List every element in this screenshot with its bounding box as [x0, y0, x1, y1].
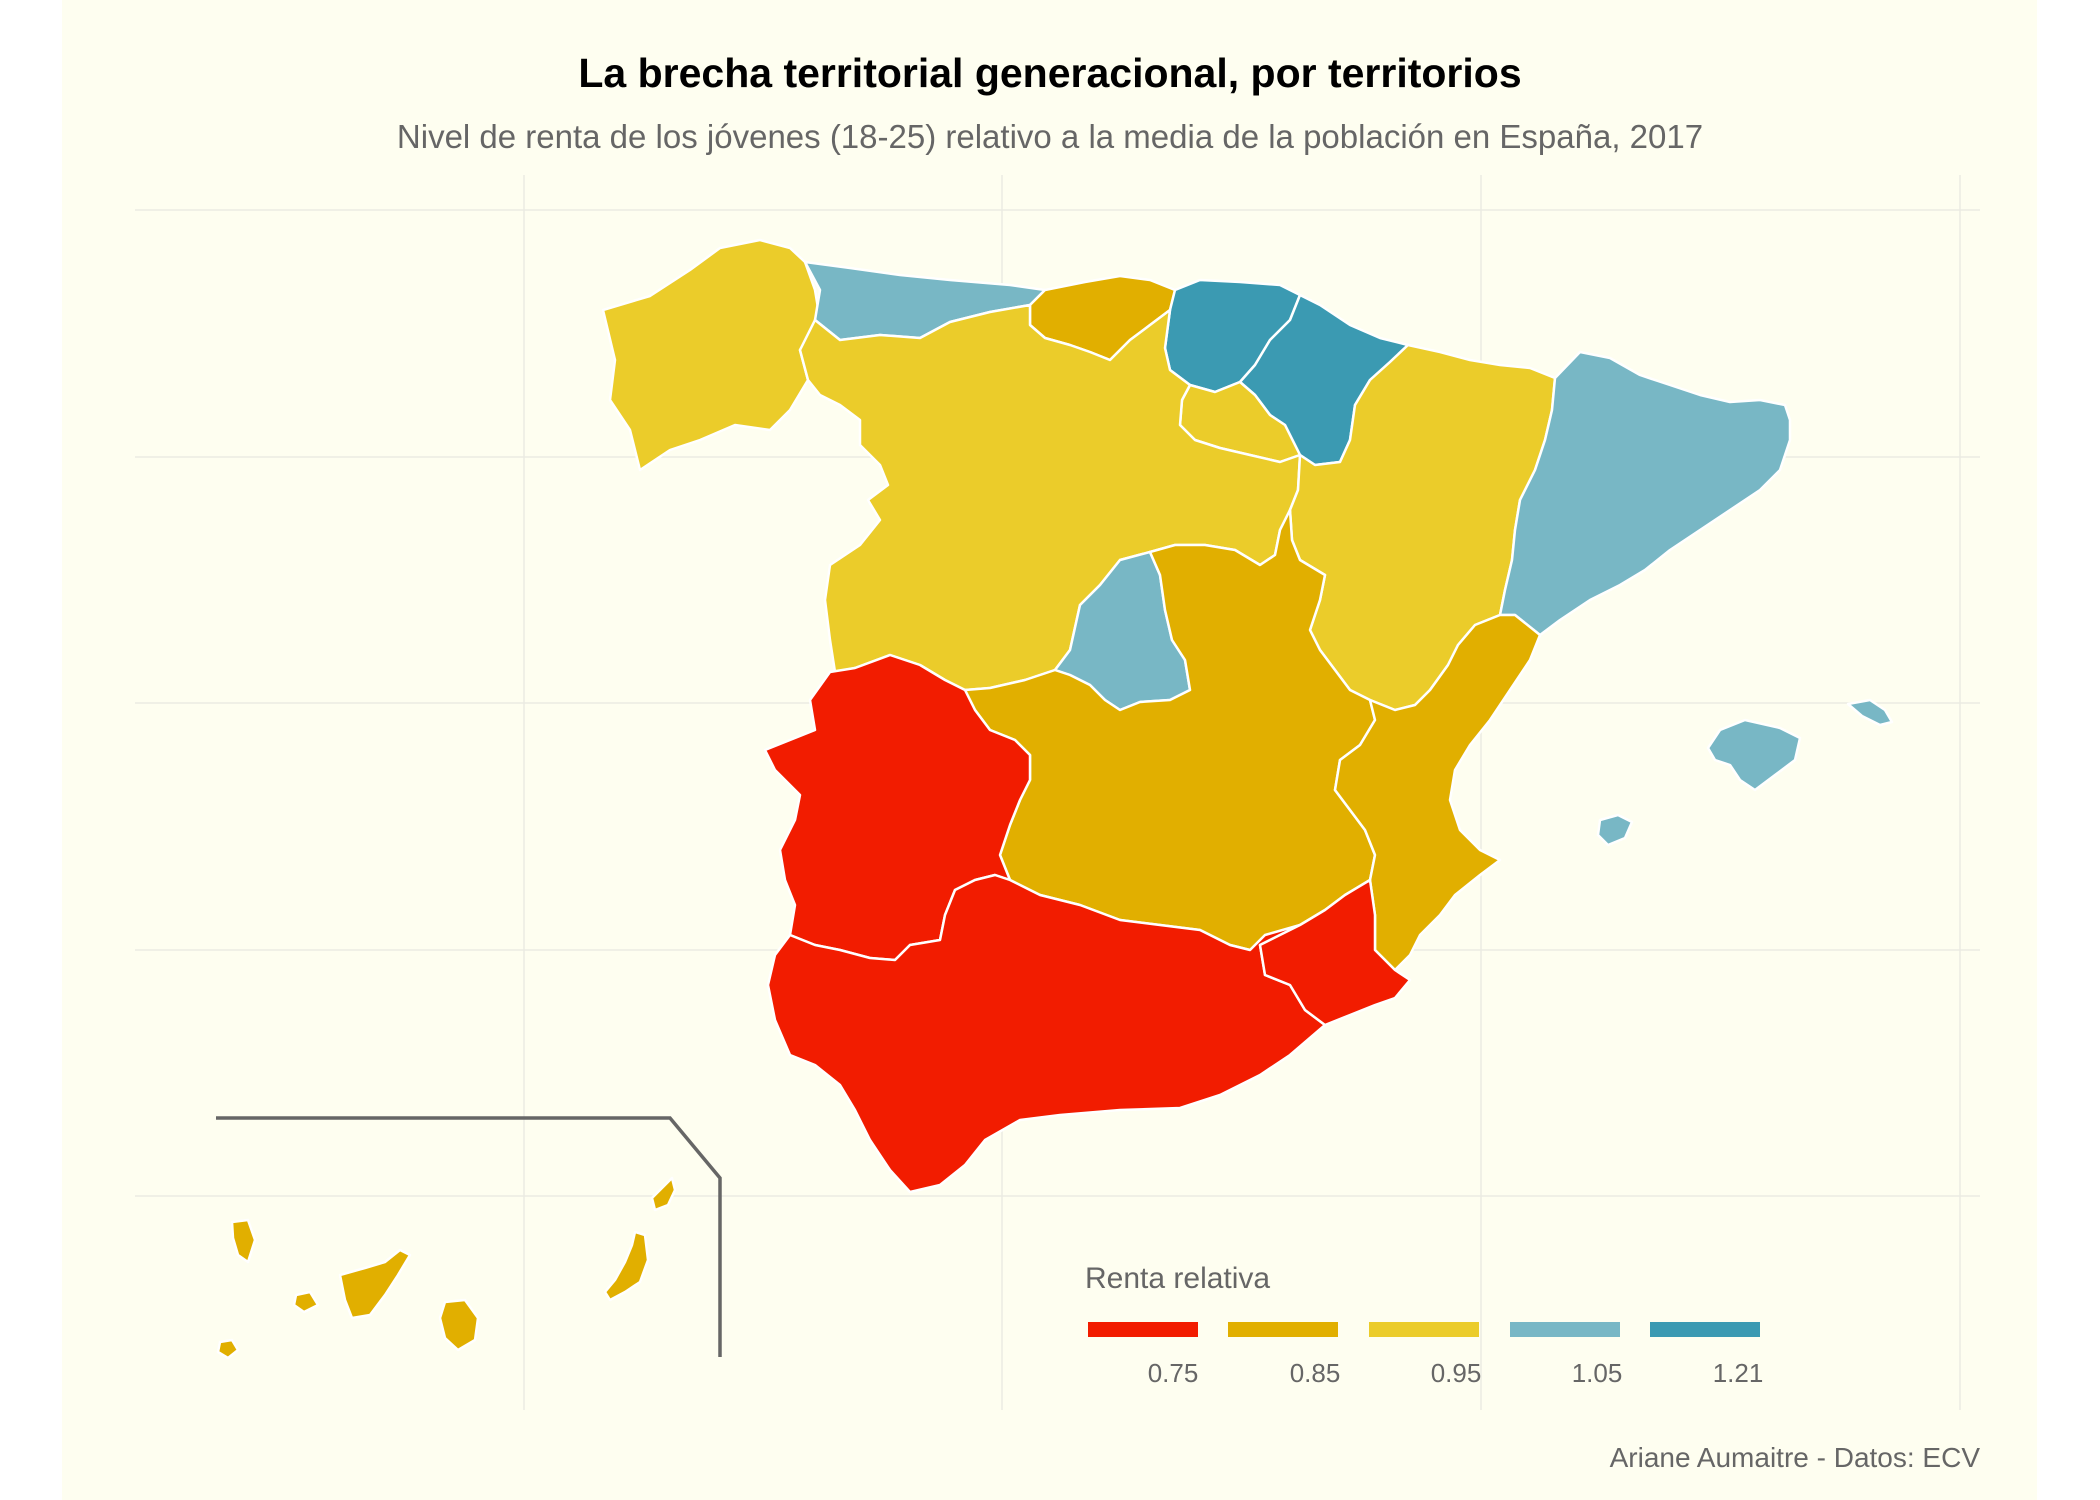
region-murcia[interactable] [1258, 878, 1412, 1027]
region-galicia[interactable] [601, 238, 822, 472]
legend-label-2: 0.95 [1430, 1358, 1482, 1388]
chart-title: La brecha territorial generacional, por … [578, 50, 1522, 96]
legend-swatches [1088, 1322, 1760, 1337]
canarias-inset-frame [216, 1116, 722, 1357]
region-baleares[interactable] [1596, 698, 1894, 847]
legend-label-3: 1.05 [1571, 1358, 1623, 1388]
legend-label-1: 0.85 [1289, 1358, 1341, 1388]
legend-swatch-4 [1650, 1322, 1760, 1337]
legend-title: Renta relativa [1085, 1262, 1271, 1295]
region-canarias[interactable] [216, 1176, 677, 1360]
legend-swatch-3 [1510, 1322, 1620, 1337]
legend-label-4: 1.21 [1712, 1358, 1764, 1388]
region-cataluna[interactable] [1498, 350, 1792, 637]
legend-label-0: 0.75 [1147, 1358, 1199, 1388]
legend-swatch-1 [1228, 1322, 1338, 1337]
legend-swatch-2 [1369, 1322, 1479, 1337]
legend-swatch-0 [1088, 1322, 1198, 1337]
chart-subtitle: Nivel de renta de los jóvenes (18-25) re… [396, 118, 1704, 155]
caption: Ariane Aumaitre - Datos: ECV [1609, 1442, 1980, 1473]
